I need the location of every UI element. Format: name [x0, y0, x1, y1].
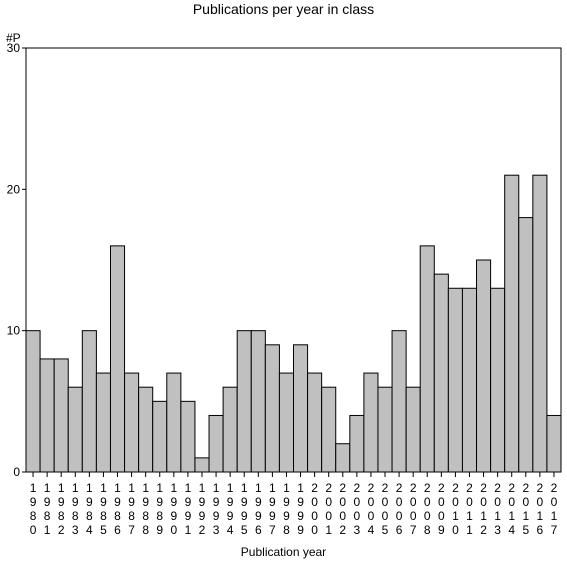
bar: [278, 372, 294, 473]
chart-title: Publications per year in class: [192, 1, 375, 17]
bar: [222, 386, 238, 473]
y-tick-label: 20: [7, 182, 21, 196]
bar: [307, 372, 323, 473]
bar: [349, 414, 365, 473]
bar: [208, 414, 224, 473]
bar: [419, 245, 435, 473]
bar: [264, 344, 280, 473]
y-axis-label: #P: [6, 31, 21, 45]
y-tick-label: 30: [7, 41, 21, 55]
bar: [405, 386, 421, 473]
bar: [490, 287, 506, 473]
bar: [476, 259, 492, 473]
bar: [67, 386, 83, 473]
bar: [109, 245, 126, 473]
bar: [447, 287, 463, 473]
bar: [461, 287, 478, 473]
plot-frame: [25, 47, 562, 473]
bar: [293, 344, 309, 473]
bar: [546, 414, 562, 473]
bar: [321, 386, 337, 473]
bar: [81, 330, 97, 473]
bar: [236, 330, 252, 473]
bar: [95, 372, 111, 473]
bar: [25, 330, 41, 473]
bar: [433, 273, 449, 473]
bar: [180, 400, 196, 473]
y-tick-label: 0: [13, 465, 20, 479]
bar: [518, 217, 534, 473]
bar: [194, 457, 210, 473]
bar: [250, 330, 266, 473]
bar: [532, 174, 548, 473]
y-tick-label: 10: [7, 324, 21, 338]
bar: [152, 400, 168, 473]
bar: [504, 174, 520, 473]
bar: [363, 372, 379, 473]
bar: [391, 330, 407, 473]
bar: [377, 386, 393, 473]
bar: [166, 372, 182, 473]
bar: [335, 443, 351, 473]
bar: [53, 358, 69, 473]
bar: [138, 386, 154, 473]
x-axis-label: Publication year: [240, 545, 327, 559]
bar: [124, 372, 140, 473]
bar: [39, 358, 55, 473]
